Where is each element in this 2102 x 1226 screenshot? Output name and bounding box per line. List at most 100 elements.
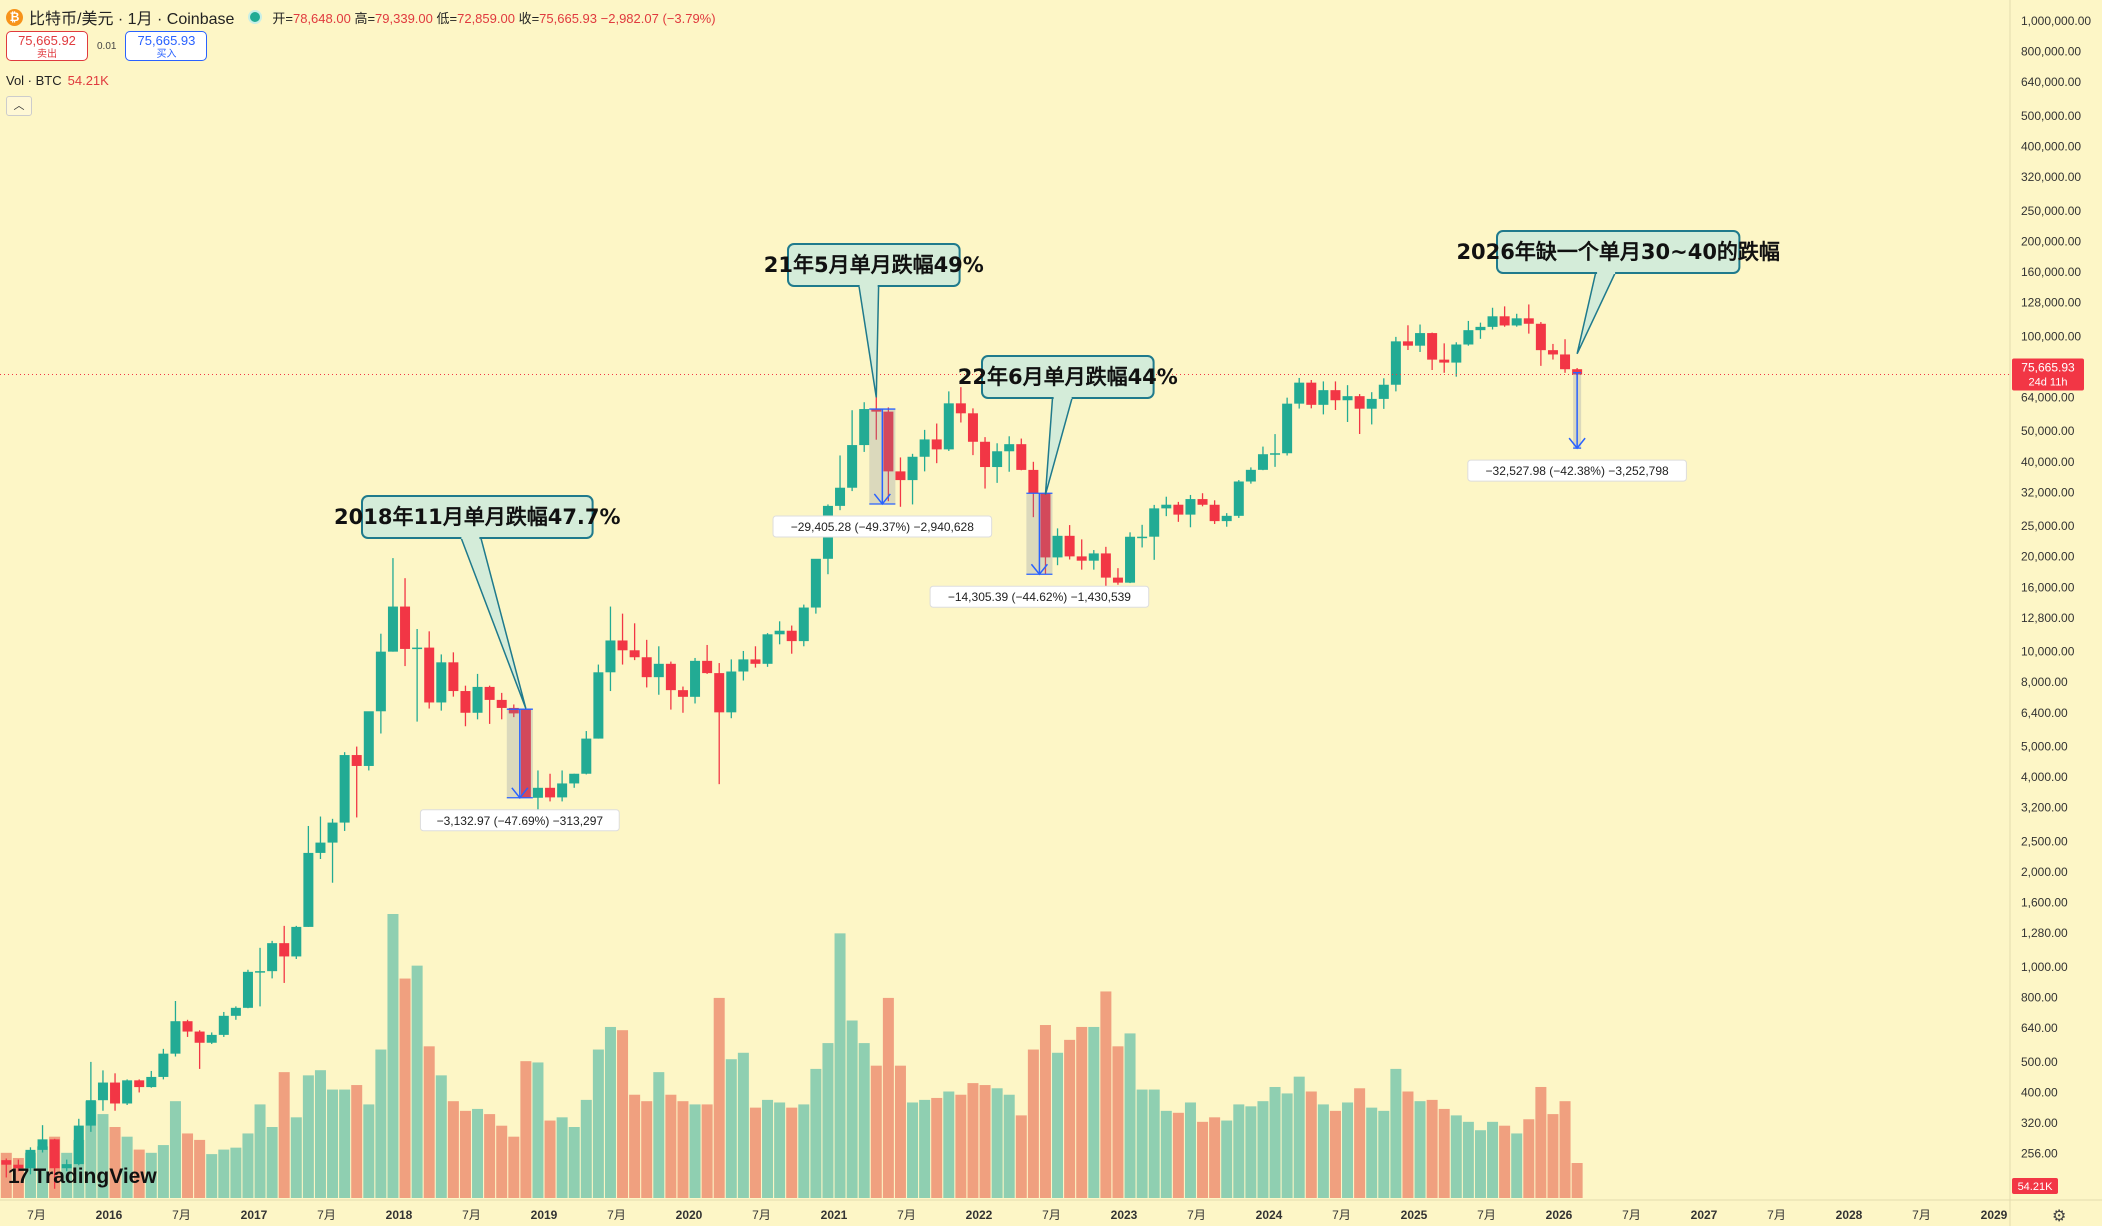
tradingview-logo[interactable]: 17 TradingView: [8, 1165, 157, 1189]
volume-bar: [931, 1097, 943, 1198]
volume-bar: [1172, 1112, 1184, 1198]
volume-bar: [1136, 1089, 1148, 1198]
x-tick-label: 2026: [1546, 1208, 1573, 1222]
volume-bar: [387, 914, 399, 1198]
last-volume-badge: [2012, 1178, 2058, 1194]
candle-body: [1547, 350, 1558, 355]
volume-bar: [1414, 1101, 1426, 1198]
volume-bar: [484, 1114, 496, 1198]
volume-bar: [1148, 1089, 1160, 1198]
volume-bar: [641, 1101, 653, 1198]
candle-body: [1282, 403, 1293, 454]
collapse-legend-button[interactable]: ︿: [6, 96, 32, 116]
candle-body: [158, 1053, 169, 1077]
candle-body: [1342, 396, 1353, 401]
candle-body: [750, 659, 761, 664]
x-tick-label: 7月: [317, 1208, 336, 1222]
y-tick-label: 12,800.00: [2021, 611, 2075, 625]
candle-body: [1, 1160, 12, 1165]
y-tick-label: 100,000.00: [2021, 329, 2081, 343]
volume-bar: [194, 1139, 206, 1198]
volume-bar: [1233, 1104, 1245, 1198]
volume-bar: [749, 1107, 761, 1198]
volume-bar: [182, 1133, 194, 1198]
measure-label: −29,405.28 (−49.37%) −2,940,628: [791, 520, 974, 534]
candle-body: [1572, 369, 1583, 375]
volume-bar: [665, 1094, 677, 1198]
volume-bar: [532, 1062, 544, 1198]
x-tick-label: 2024: [1256, 1208, 1283, 1222]
x-tick-label: 2022: [966, 1208, 993, 1222]
y-tick-label: 8,000.00: [2021, 675, 2068, 689]
candle-body: [653, 663, 664, 678]
candle-body: [363, 711, 374, 766]
candles: [1, 304, 1583, 1189]
candle-body: [1451, 344, 1462, 363]
callout-pointer: [857, 283, 880, 398]
y-tick-label: 6,400.00: [2021, 706, 2068, 720]
candle-body: [532, 787, 543, 798]
volume-bar: [580, 1099, 592, 1198]
volume-bar: [592, 1049, 604, 1198]
volume-bar: [894, 1065, 906, 1198]
candle-body: [835, 487, 846, 506]
candle-body: [1040, 493, 1051, 558]
candle-body: [980, 441, 991, 468]
ohlc-readout: 开=78,648.00 高=79,339.00 低=72,859.00 收=75…: [272, 10, 716, 26]
y-tick-label: 1,000,000.00: [2021, 14, 2091, 28]
buy-button[interactable]: 75,665.93 买入: [125, 31, 208, 61]
callout-pointer: [459, 535, 527, 709]
volume-bar: [1015, 1115, 1027, 1198]
x-tick-label: 7月: [27, 1208, 46, 1222]
candle-body: [1439, 359, 1450, 363]
volume-bar: [1027, 1049, 1039, 1198]
x-tick-label: 7月: [607, 1208, 626, 1222]
volume-bar: [798, 1104, 810, 1198]
candle-body: [1535, 323, 1546, 351]
sell-price: 75,665.92: [18, 33, 76, 48]
candle-body: [194, 1031, 205, 1043]
volume-bar: [1559, 1101, 1571, 1198]
sell-button[interactable]: 75,665.92 卖出: [6, 31, 88, 61]
callout: 2026年缺一个单月30~40的跌幅: [1456, 230, 1780, 355]
volume-bar: [411, 965, 423, 1198]
settings-gear-icon[interactable]: ⚙: [2052, 1208, 2067, 1225]
symbol-title[interactable]: 比特币/美元 · 1月 · Coinbase: [29, 11, 235, 28]
callout-pointer: [1044, 395, 1074, 495]
candle-body: [230, 1007, 241, 1016]
callout-text: 2018年11月单月跌幅47.7%: [334, 505, 621, 529]
volume-legend[interactable]: Vol · BTC 54.21K: [6, 73, 109, 88]
x-tick-label: 7月: [1477, 1208, 1496, 1222]
candle-body: [1475, 326, 1486, 331]
volume-bar: [774, 1102, 786, 1198]
y-tick-label: 1,000.00: [2021, 960, 2068, 974]
candle-body: [412, 647, 423, 650]
volume-bar: [979, 1085, 991, 1198]
volume-bar: [1342, 1102, 1354, 1198]
y-tick-label: 400,000.00: [2021, 139, 2081, 153]
callout-joint: [1053, 395, 1072, 399]
candle-body: [1137, 536, 1148, 539]
candle-body: [122, 1080, 133, 1104]
volume-bar: [701, 1104, 713, 1198]
volume-bar: [121, 1136, 133, 1198]
volume-bar: [1221, 1120, 1233, 1198]
volume-bar: [1487, 1121, 1499, 1198]
volume-bar: [242, 1133, 254, 1198]
callout: 2018年11月单月跌幅47.7%: [334, 495, 621, 709]
candle-body: [1523, 318, 1534, 324]
volume-bar: [846, 1020, 858, 1198]
x-tick-label: 7月: [1622, 1208, 1641, 1222]
volume-bar: [907, 1102, 919, 1198]
candle-body: [1161, 504, 1172, 509]
volume-label: Vol · BTC: [6, 73, 62, 88]
y-tick-label: 4,000.00: [2021, 770, 2068, 784]
candle-body: [279, 943, 290, 957]
callout-box: [1496, 230, 1741, 274]
last-price-countdown: 24d 11h: [2029, 377, 2068, 389]
candle-body: [955, 403, 966, 414]
volume-bar: [1039, 1025, 1051, 1198]
volume-bar: [1160, 1110, 1172, 1198]
candle-body: [859, 409, 870, 446]
